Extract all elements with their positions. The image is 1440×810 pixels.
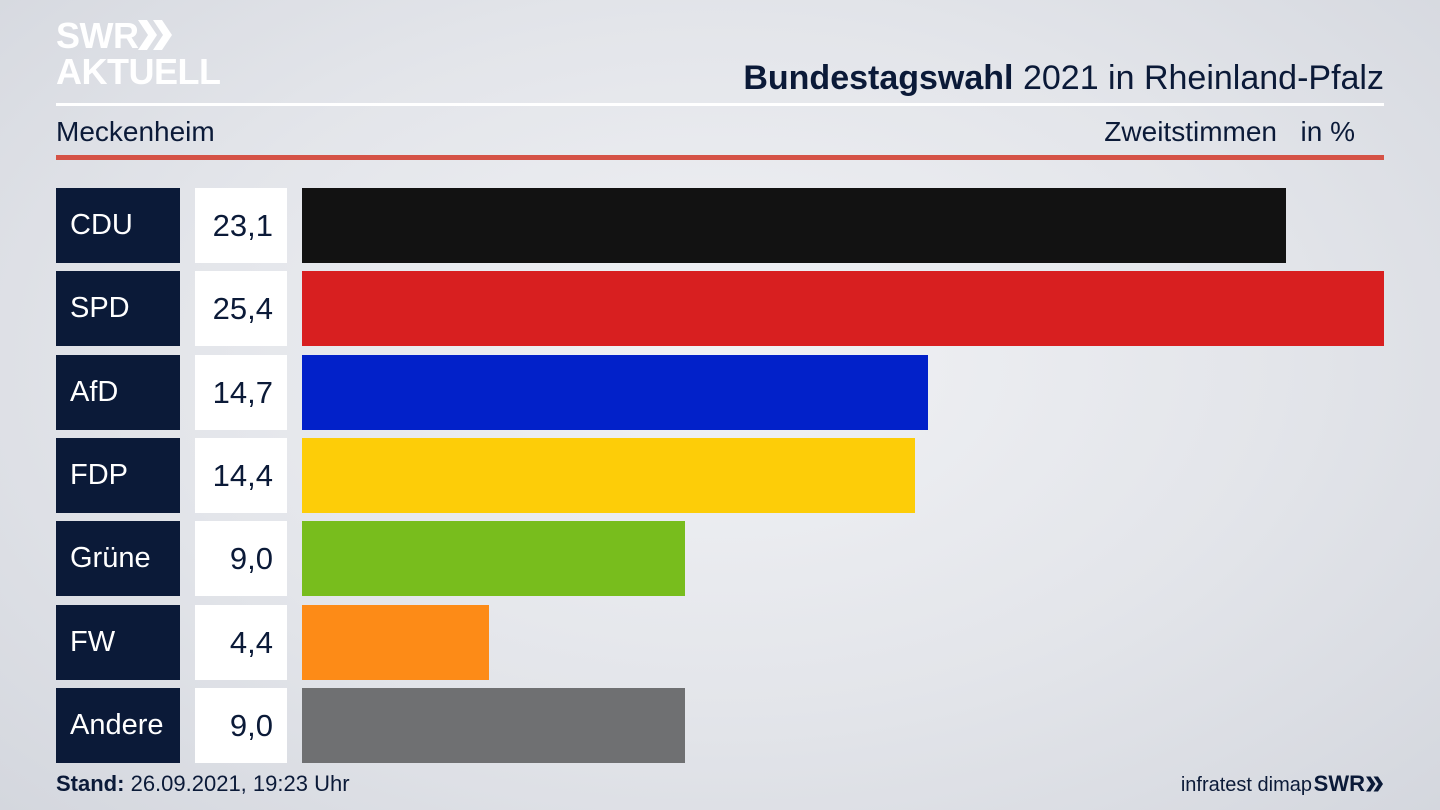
party-label: FDP — [56, 437, 180, 513]
value-label: 4,4 — [195, 604, 287, 680]
stand-label: Stand: — [56, 771, 125, 796]
party-label: CDU — [56, 188, 180, 263]
bar-row: CDU 23,1 — [56, 188, 1384, 263]
bar-row: Grüne 9,0 — [56, 521, 1384, 597]
bar — [302, 437, 915, 513]
value-label: 9,0 — [195, 687, 287, 763]
bar — [302, 188, 1286, 263]
source-label: infratest dimap — [1180, 774, 1312, 796]
stand-value: 26.09.2021, 19:23 Uhr — [130, 771, 350, 796]
chart-title: Bundestagswahl 2021 in Rheinland-Pfalz — [743, 56, 1384, 100]
accent-divider — [56, 155, 1384, 160]
title-rest: 2021 in Rheinland-Pfalz — [1022, 59, 1384, 97]
header-divider — [56, 103, 1384, 106]
bar-row: AfD 14,7 — [56, 354, 1384, 430]
footer-chevron-icon — [1366, 776, 1383, 792]
value-label: 25,4 — [195, 271, 287, 347]
party-label: FW — [56, 604, 180, 680]
party-label: AfD — [56, 354, 180, 430]
bar — [302, 604, 489, 680]
swr-footer-logo: SWR — [1314, 770, 1384, 798]
value-label: 23,1 — [195, 188, 287, 263]
value-label: 9,0 — [195, 521, 287, 597]
party-label: SPD — [56, 271, 180, 347]
double-chevron-icon — [138, 20, 172, 50]
bar — [302, 687, 685, 763]
timestamp: Stand: 26.09.2021, 19:23 Uhr — [56, 770, 350, 798]
swr-footer-text: SWR — [1313, 771, 1365, 796]
vote-type-label: Zweitstimmen — [1104, 116, 1277, 147]
unit-label: in % — [1300, 116, 1355, 147]
title-bold: Bundestagswahl — [743, 59, 1014, 97]
bar-row: Andere 9,0 — [56, 687, 1384, 763]
swr-aktuell-logo: SWR AKTUELL — [56, 16, 226, 90]
logo-line-1: SWR — [56, 15, 139, 56]
bar — [302, 271, 1384, 347]
bar-row: SPD 25,4 — [56, 271, 1384, 347]
bar-row: FDP 14,4 — [56, 437, 1384, 513]
value-label: 14,4 — [195, 437, 287, 513]
logo-line-2: AKTUELL — [56, 51, 221, 92]
value-label: 14,7 — [195, 354, 287, 430]
bar — [302, 521, 685, 597]
party-label: Andere — [56, 687, 180, 763]
bar-row: FW 4,4 — [56, 604, 1384, 680]
party-label: Grüne — [56, 521, 180, 597]
region-label: Meckenheim — [56, 116, 215, 147]
bar — [302, 354, 928, 430]
